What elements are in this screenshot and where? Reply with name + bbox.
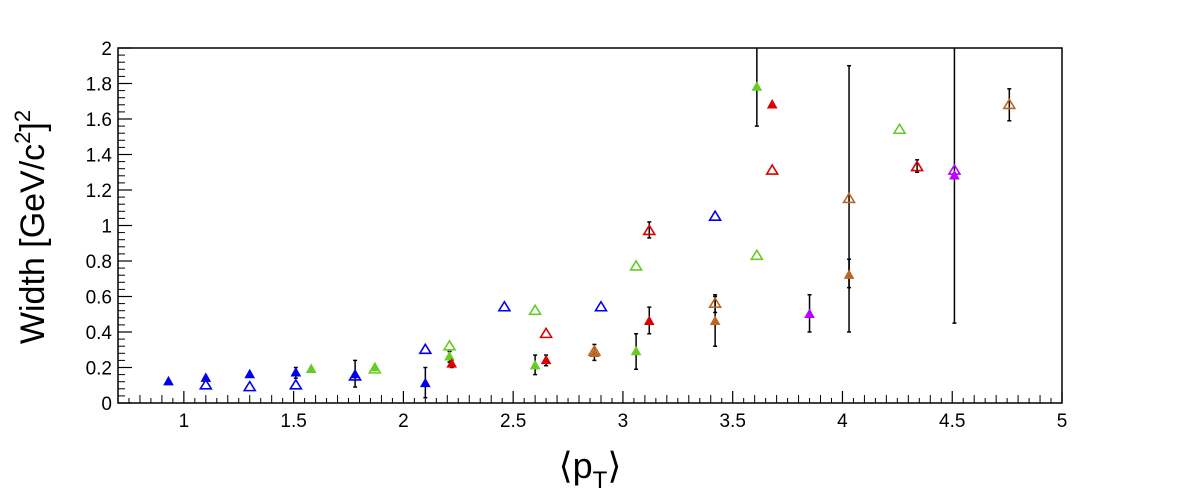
y-axis-title-close: ] <box>14 122 52 131</box>
y-tick-label: 0.2 <box>86 359 112 380</box>
data-point-filled-triangle <box>540 354 552 365</box>
data-point-filled-triangle <box>709 315 721 326</box>
data-point-open-triangle <box>629 259 644 271</box>
data-point-open-triangle <box>497 300 512 312</box>
data-point-filled-triangle <box>643 315 655 326</box>
data-point-open-triangle <box>892 122 907 135</box>
data-point-open-triangle <box>288 378 303 390</box>
y-tick-label: 1.6 <box>86 110 112 131</box>
data-point-filled-triangle <box>419 377 431 388</box>
data-point-filled-triangle <box>305 363 317 373</box>
data-point-filled-triangle <box>444 351 455 361</box>
data-point-filled-triangle <box>949 169 960 180</box>
x-tick-label: 5 <box>1057 411 1068 432</box>
x-tick-label: 2 <box>398 411 409 432</box>
data-point-filled-triangle <box>529 359 541 370</box>
markers-layer <box>163 81 1017 392</box>
x-axis-title-main: ⟨p <box>559 445 593 486</box>
y-tick-label: 0 <box>101 394 112 415</box>
x-tick-label: 3 <box>618 411 629 432</box>
data-point-open-triangle <box>418 342 433 355</box>
data-point-open-triangle <box>708 209 723 222</box>
data-point-filled-triangle <box>843 269 855 279</box>
error-bars-layer <box>293 48 1012 399</box>
data-point-filled-triangle <box>290 367 302 377</box>
y-tick-label: 1.4 <box>86 146 113 167</box>
data-point-filled-triangle <box>163 375 174 386</box>
data-point-open-triangle <box>765 163 780 175</box>
y-axis: 0 0.2 0.4 0.6 0.8 1 1.2 1.4 1.6 1.8 2 <box>86 39 132 415</box>
data-point-open-triangle <box>198 378 213 390</box>
y-tick-label: 2 <box>101 39 112 60</box>
data-point-open-triangle <box>367 362 382 374</box>
y-tick-label: 1.8 <box>86 75 112 96</box>
data-point-open-triangle <box>842 191 856 204</box>
x-axis-title-close: ⟩ <box>607 445 621 486</box>
x-axis-title-subscript: T <box>593 467 608 493</box>
data-point-filled-triangle <box>766 98 778 109</box>
y-tick-label: 0.8 <box>86 252 112 273</box>
x-tick-label: 1.5 <box>280 411 306 432</box>
plot-frame <box>117 47 1063 404</box>
y-tick-label: 1.2 <box>86 181 112 202</box>
x-tick-label: 1 <box>179 411 190 432</box>
data-point-open-triangle <box>910 159 925 172</box>
data-point-open-triangle <box>348 369 363 381</box>
data-point-open-triangle <box>528 303 543 316</box>
data-point-filled-triangle <box>446 358 458 368</box>
data-point-open-triangle <box>1002 97 1017 110</box>
y-tick-label: 0.4 <box>86 323 113 344</box>
y-axis-title-superscript-2: 2 <box>10 110 35 122</box>
data-point-filled-triangle <box>630 345 642 356</box>
y-tick-label: 0.6 <box>86 288 112 309</box>
data-point-filled-triangle <box>804 308 815 318</box>
data-point-open-triangle <box>708 296 723 309</box>
x-axis: 1 1.5 2 2.5 3 3.5 4 4.5 5 <box>128 391 1068 432</box>
x-tick-label: 4.5 <box>939 411 965 432</box>
x-axis-title: ⟨pT⟩ <box>559 445 622 493</box>
y-tick-label: 1 <box>101 217 112 238</box>
data-point-open-triangle <box>442 339 457 351</box>
y-axis-title-superscript: 2 <box>10 132 35 144</box>
data-point-open-triangle <box>749 248 764 261</box>
data-point-filled-triangle <box>751 81 763 91</box>
data-point-open-triangle <box>594 300 608 312</box>
data-point-open-triangle <box>642 223 657 236</box>
data-point-open-triangle <box>242 380 257 392</box>
data-point-open-triangle <box>539 326 554 339</box>
data-point-open-triangle <box>587 344 602 356</box>
y-axis-title-main: Width [GeV/c <box>14 144 52 344</box>
x-tick-label: 2.5 <box>500 411 526 432</box>
y-axis-title: Width [GeV/c2]2 <box>10 110 52 344</box>
x-tick-label: 3.5 <box>719 411 745 432</box>
x-tick-label: 4 <box>837 411 848 432</box>
data-point-filled-triangle <box>244 368 256 379</box>
data-point-open-triangle <box>947 163 962 175</box>
